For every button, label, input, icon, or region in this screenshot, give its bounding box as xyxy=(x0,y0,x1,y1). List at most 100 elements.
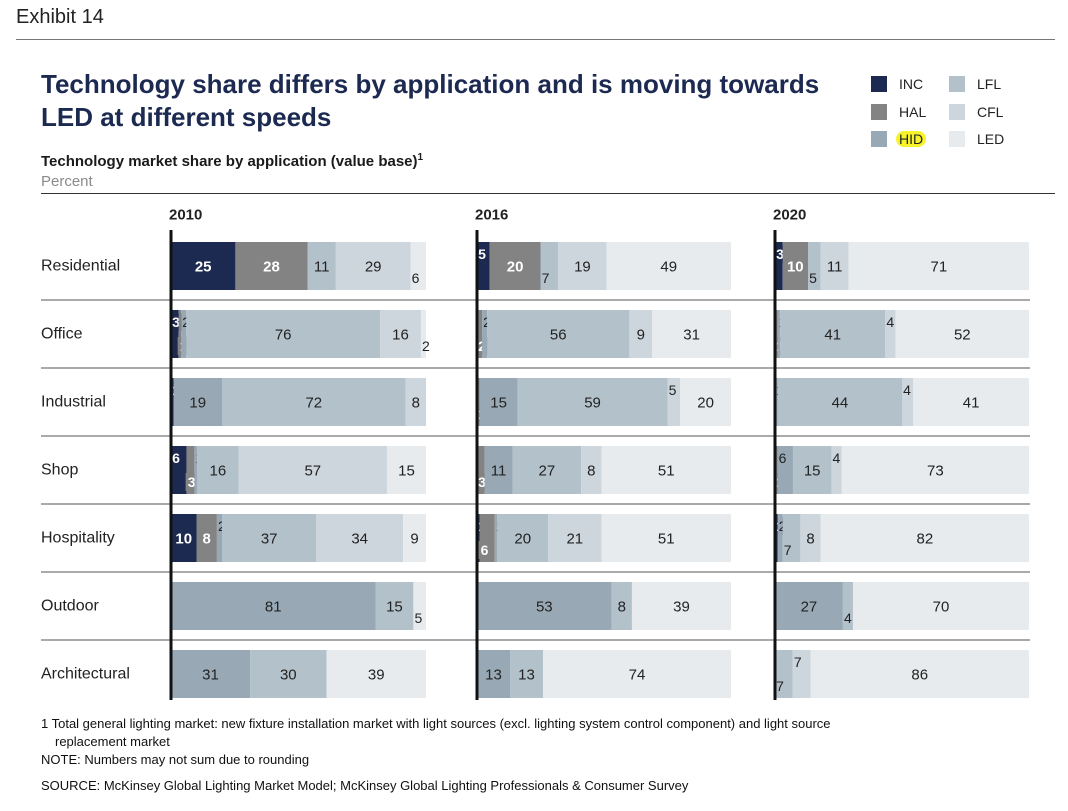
bar-2010-industrial-lfl xyxy=(222,378,406,426)
category-label-industrial: Industrial xyxy=(41,394,106,411)
bar-2016-shop-lfl xyxy=(512,446,582,494)
subtitle-footnote-marker: 1 xyxy=(417,152,424,163)
small-tag-2010-3-0 xyxy=(170,449,182,467)
legend-label-hid-text: HID xyxy=(896,131,927,147)
bar-2020-office-cfl xyxy=(885,310,896,358)
data-label-2016-hospitality-cfl: 21 xyxy=(566,531,583,548)
legend-label-hal: HAL xyxy=(899,104,927,120)
legend-swatch-hid xyxy=(871,131,887,147)
bar-2010-hospitality-lfl xyxy=(222,514,317,562)
bar-2016-office-lfl xyxy=(487,310,630,358)
category-label-shop: Shop xyxy=(41,462,78,479)
data-label-2020-outdoor-hid: 27 xyxy=(801,599,818,616)
bar-2016-office-hid xyxy=(482,310,488,358)
data-label-2016-shop-hid: 11 xyxy=(491,463,507,480)
bar-2020-hospitality-led xyxy=(820,514,1029,562)
data-label-2016-residential-hal: 20 xyxy=(507,259,524,276)
chart-title: Technology share differs by application … xyxy=(41,69,820,132)
bar-2010-architectural-led xyxy=(326,650,426,698)
bar-2010-office-hal xyxy=(178,310,182,358)
data-label-2020-hospitality-lfl: 7 xyxy=(784,542,792,558)
data-label-2016-office-led: 31 xyxy=(683,327,700,344)
bar-2020-outdoor-lfl xyxy=(842,582,853,630)
small-tag-2016-0-0 xyxy=(476,245,488,263)
category-label-office: Office xyxy=(41,326,83,343)
bar-2010-architectural-lfl xyxy=(250,650,327,698)
year-header-2010: 2010 xyxy=(169,207,202,224)
bar-2010-hospitality-hal xyxy=(196,514,217,562)
data-label-2016-office-lfl: 56 xyxy=(550,327,567,344)
bar-2016-office-led xyxy=(652,310,731,358)
data-label-2020-residential-led: 71 xyxy=(930,259,947,276)
bar-2010-architectural-hid xyxy=(171,650,251,698)
bar-2020-architectural-lfl xyxy=(775,650,793,698)
data-label-2010-hospitality-lfl: 37 xyxy=(261,531,278,548)
data-label-2010-outdoor-lfl: 15 xyxy=(386,599,403,616)
chart-units: Percent xyxy=(41,173,93,190)
data-label-2016-outdoor-led: 39 xyxy=(673,599,690,616)
data-label-2010-industrial-cfl: 8 xyxy=(412,395,420,412)
bar-2020-shop-hid xyxy=(777,446,793,494)
bar-2020-hospitality-lfl xyxy=(782,514,801,562)
bar-2016-hospitality-cfl xyxy=(548,514,602,562)
bar-2020-residential-lfl xyxy=(808,242,821,290)
data-label-2010-outdoor-hid: 81 xyxy=(265,599,282,616)
data-label-2010-residential-cfl: 29 xyxy=(365,259,382,276)
bar-2016-architectural-hid xyxy=(477,650,511,698)
data-label-2016-architectural-hid: 13 xyxy=(485,667,502,684)
legend-label-inc: INC xyxy=(899,76,924,92)
data-label-2020-residential-cfl: 11 xyxy=(827,259,843,276)
bar-2010-office-led xyxy=(420,310,426,358)
data-label-2010-outdoor-led: 5 xyxy=(414,610,422,626)
data-label-2010-industrial-lfl: 72 xyxy=(305,395,322,412)
bar-2020-outdoor-hid xyxy=(775,582,843,630)
data-label-2020-architectural-led: 86 xyxy=(911,667,928,684)
data-label-2020-office-cfl: 4 xyxy=(886,314,894,330)
bar-2020-industrial-cfl xyxy=(902,378,914,426)
bar-2016-residential-hal xyxy=(489,242,541,290)
data-label-2020-hospitality-led: 82 xyxy=(917,531,934,548)
bar-2010-hospitality-cfl xyxy=(316,514,404,562)
data-label-2010-industrial-hid: 19 xyxy=(189,395,206,412)
bar-2016-industrial-hid xyxy=(479,378,518,426)
legend-label-led: LED xyxy=(977,131,1005,147)
footnote-1-continued: replacement market xyxy=(55,734,170,749)
data-label-2016-hospitality-hal: 6 xyxy=(481,542,489,558)
data-label-2020-outdoor-lfl: 4 xyxy=(844,610,852,626)
bar-2016-shop-led xyxy=(601,446,731,494)
data-label-2020-office-led: 52 xyxy=(954,327,971,344)
data-label-2016-residential-inc: 5 xyxy=(478,246,486,262)
data-label-2016-shop-cfl: 8 xyxy=(587,463,595,480)
data-label-2016-industrial-hid: 15 xyxy=(490,395,507,412)
chart-subtitle-text: Technology market share by application (… xyxy=(41,153,418,170)
legend-swatch-lfl xyxy=(949,76,965,92)
bar-2020-architectural-cfl xyxy=(792,650,811,698)
bar-2016-office-cfl xyxy=(629,310,653,358)
year-header-2020: 2020 xyxy=(773,207,806,224)
legend-swatch-led xyxy=(949,131,965,147)
bar-2016-hospitality-hid xyxy=(494,514,498,562)
bar-2010-residential-led xyxy=(410,242,426,290)
legend-label-lfl: LFL xyxy=(977,76,1002,92)
top-divider xyxy=(16,39,1055,40)
bar-2016-industrial-cfl xyxy=(667,378,681,426)
bar-2010-office-lfl xyxy=(186,310,381,358)
data-label-2010-shop-inc: 6 xyxy=(172,450,180,466)
legend-swatch-hal xyxy=(871,104,887,120)
bar-2010-residential-cfl xyxy=(335,242,411,290)
bar-2010-hospitality-led xyxy=(403,514,426,562)
category-label-architectural: Architectural xyxy=(41,666,130,683)
bar-2020-shop-cfl xyxy=(831,446,842,494)
data-label-2016-shop-lfl: 27 xyxy=(539,463,556,480)
category-label-residential: Residential xyxy=(41,258,120,275)
legend-swatch-inc xyxy=(871,76,887,92)
data-label-2016-architectural-lfl: 13 xyxy=(518,667,535,684)
data-label-2010-hospitality-hal: 8 xyxy=(203,531,211,548)
bar-2020-architectural-led xyxy=(810,650,1029,698)
data-label-2016-hospitality-led: 51 xyxy=(658,531,675,548)
data-label-2010-shop-led: 15 xyxy=(398,463,415,480)
data-label-2020-shop-led: 73 xyxy=(927,463,944,480)
bar-2016-residential-cfl xyxy=(558,242,607,290)
data-label-2016-industrial-led: 20 xyxy=(697,395,714,412)
